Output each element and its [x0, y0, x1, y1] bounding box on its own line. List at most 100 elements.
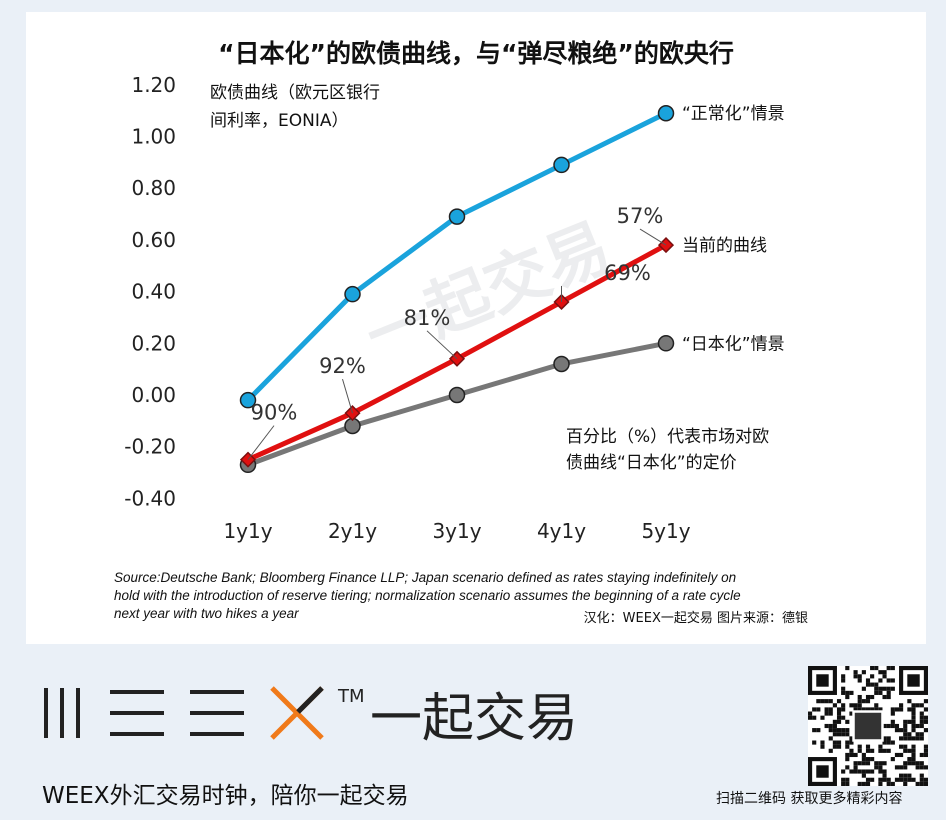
qr-code[interactable] [808, 666, 928, 786]
qr-module [828, 711, 833, 716]
brand-text: 一起交易 [370, 689, 578, 749]
qr-module [903, 744, 908, 749]
x-tick-label: 1y1y [223, 519, 272, 543]
qr-module [849, 711, 854, 716]
qr-module [882, 740, 887, 745]
qr-module [923, 781, 928, 786]
qr-module [919, 781, 924, 786]
qr-module [915, 732, 920, 737]
qr-module [882, 773, 887, 778]
qr-module [836, 732, 842, 737]
qr-module [857, 761, 862, 766]
qr-module [857, 781, 862, 786]
qr-module [870, 757, 875, 762]
qr-module [849, 752, 854, 758]
qr-module [903, 723, 908, 729]
qr-module [845, 719, 850, 724]
qr-module [907, 707, 912, 712]
percent-label: 57% [617, 204, 664, 228]
qr-module [820, 744, 825, 749]
qr-module [812, 707, 817, 712]
qr-module [836, 744, 842, 749]
qr-module [853, 670, 858, 675]
qr-module [911, 728, 916, 733]
qr-module [820, 699, 825, 704]
qr-module [865, 748, 871, 753]
qr-module [878, 777, 883, 782]
qr-module [820, 715, 825, 720]
qr-module [857, 674, 862, 679]
qr-module [903, 781, 908, 786]
qr-module [865, 694, 871, 700]
qr-module [886, 686, 891, 691]
qr-module [824, 699, 829, 704]
qr-module [894, 777, 900, 782]
qr-module [886, 678, 891, 683]
qr-module [861, 761, 866, 766]
qr-module [882, 670, 887, 675]
qr-module [899, 703, 904, 708]
qr-module [853, 674, 858, 679]
qr-module [845, 732, 850, 737]
qr-module [923, 752, 928, 758]
qr-module [841, 678, 846, 683]
y-tick-label: 0.60 [131, 228, 176, 252]
qr-module [861, 757, 866, 762]
chart-title: “日本化”的欧债曲线，与“弹尽粮绝”的欧央行 [218, 39, 734, 68]
qr-module [886, 740, 891, 745]
qr-center-logo [852, 710, 884, 742]
qr-module [865, 781, 871, 786]
qr-module [832, 719, 837, 724]
qr-module [919, 719, 924, 724]
qr-module [882, 769, 887, 774]
qr-module [886, 777, 891, 782]
qr-module [907, 777, 912, 782]
qr-module [882, 686, 887, 691]
qr-module [874, 761, 879, 766]
qr-module [911, 703, 916, 708]
qr-module [903, 719, 908, 724]
qr-module [923, 744, 928, 749]
weex-x-mark [270, 686, 324, 740]
qr-module [923, 728, 928, 733]
source-line-1: Source:Deutsche Bank; Bloomberg Finance … [114, 570, 736, 585]
qr-module [907, 773, 912, 778]
qr-module [894, 723, 900, 729]
qr-module [828, 728, 833, 733]
qr-module [841, 707, 846, 712]
qr-module [845, 666, 850, 671]
qr-module [886, 781, 891, 786]
qr-module [923, 715, 928, 720]
qr-module [911, 777, 916, 782]
series-point [448, 386, 466, 404]
series-label: 当前的曲线 [682, 236, 767, 256]
qr-module [894, 707, 900, 712]
series-label: “正常化”情景 [682, 104, 785, 124]
qr-module [919, 765, 924, 770]
qr-module [886, 748, 891, 753]
qr-module [824, 707, 829, 712]
qr-module [836, 711, 842, 716]
qr-module [845, 744, 850, 749]
qr-module [857, 748, 862, 753]
x-tick-label: 4y1y [537, 519, 586, 543]
qr-module [886, 694, 891, 700]
qr-module [828, 736, 833, 741]
percent-label: 90% [251, 401, 298, 425]
y-tick-label: 1.00 [131, 125, 176, 149]
qr-module [911, 744, 916, 749]
qr-module [878, 769, 883, 774]
qr-module [911, 736, 916, 741]
qr-module [874, 686, 879, 691]
qr-module [857, 699, 862, 704]
qr-module [820, 740, 825, 745]
percent-leader-line [639, 228, 667, 246]
qr-module [890, 781, 895, 786]
qr-module [911, 748, 916, 753]
qr-module [911, 715, 916, 720]
percent-label: 81% [404, 306, 451, 330]
percent-leader-line [342, 378, 353, 414]
qr-module [878, 707, 883, 712]
qr-module [911, 761, 916, 766]
